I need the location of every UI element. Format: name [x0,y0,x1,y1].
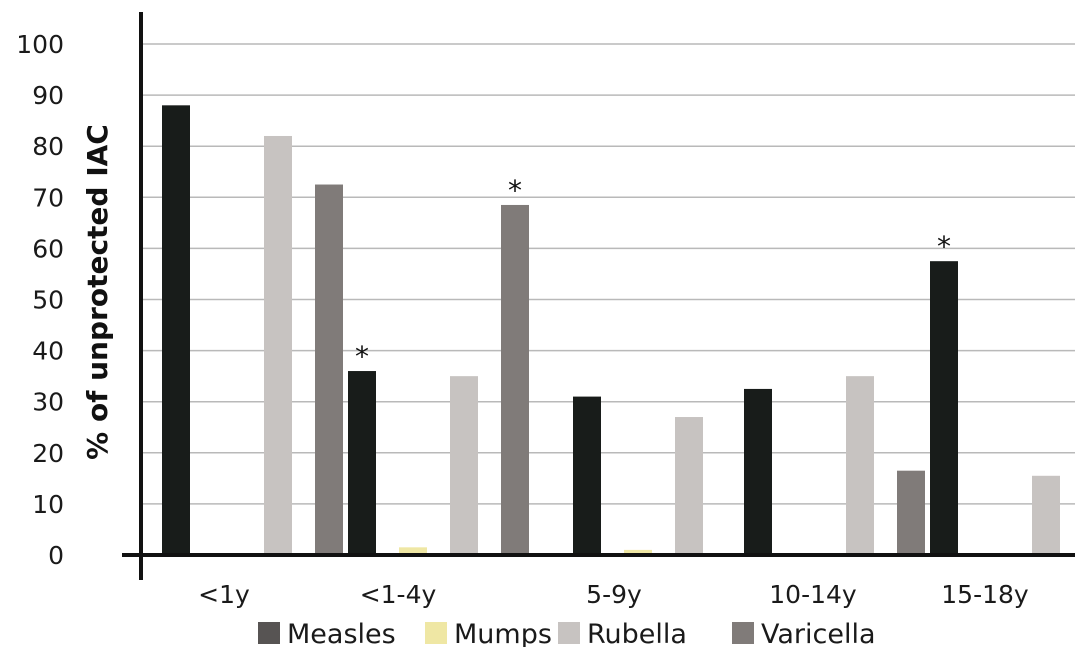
significance-annotations: **** [355,174,951,373]
bar-rubella-4 [1032,475,1060,555]
bar-mumps-2 [624,549,652,555]
legend-label-measles: Measles [287,619,396,647]
x-tick-label: 15-18y [941,580,1029,609]
bar-measles-3 [744,388,772,555]
gridlines [141,43,1075,505]
significance-star: * [937,230,951,263]
y-axis-label: % of unprotected IAC [81,124,114,460]
bar-varicella-0 [315,184,343,555]
y-tick-label: 80 [32,132,64,161]
legend-swatch-varicella [732,622,754,644]
legend-label-varicella: Varicella [761,619,876,647]
bar-measles-0 [162,105,190,555]
y-tick-label: 40 [32,337,64,366]
legend-label-rubella: Rubella [587,619,687,647]
x-tick-label: <1y [198,580,250,609]
legend-swatch-mumps [425,622,447,644]
bar-rubella-1 [450,376,478,555]
bar-varicella-3 [897,470,925,555]
legend: Measles Mumps Rubella Varicella [258,619,876,647]
axes [122,12,1075,580]
y-tick-label: 90 [32,81,64,110]
x-tick-label: 10-14y [769,580,857,609]
bars [162,105,1060,556]
y-tick-label: 20 [32,439,64,468]
bar-measles-1 [348,371,376,555]
y-tick-label: 70 [32,183,64,212]
y-tick-label: 100 [16,30,64,59]
x-tick-labels: <1y <1-4y 5-9y 10-14y 15-18y [198,580,1029,609]
bar-measles-2 [573,396,601,555]
legend-label-mumps: Mumps [454,619,552,647]
bar-varicella-1 [501,204,529,555]
x-tick-label: <1-4y [360,580,437,609]
y-tick-labels: 0 10 20 30 40 50 60 70 80 90 100 [16,30,64,570]
y-tick-label: 60 [32,234,64,263]
legend-swatch-measles [258,622,280,644]
legend-swatch-rubella [558,622,580,644]
significance-star: * [508,174,522,207]
bar-rubella-0 [264,135,292,556]
y-tick-label: 50 [32,286,64,315]
bar-rubella-2 [675,417,703,555]
x-tick-label: 5-9y [586,580,642,609]
bar-mumps-1 [399,547,427,555]
y-tick-label: 30 [32,388,64,417]
bar-rubella-3 [846,376,874,555]
y-tick-label: 0 [48,541,64,570]
bar-measles-4 [930,261,958,555]
y-tick-label: 10 [32,490,64,519]
significance-star: * [355,340,369,373]
